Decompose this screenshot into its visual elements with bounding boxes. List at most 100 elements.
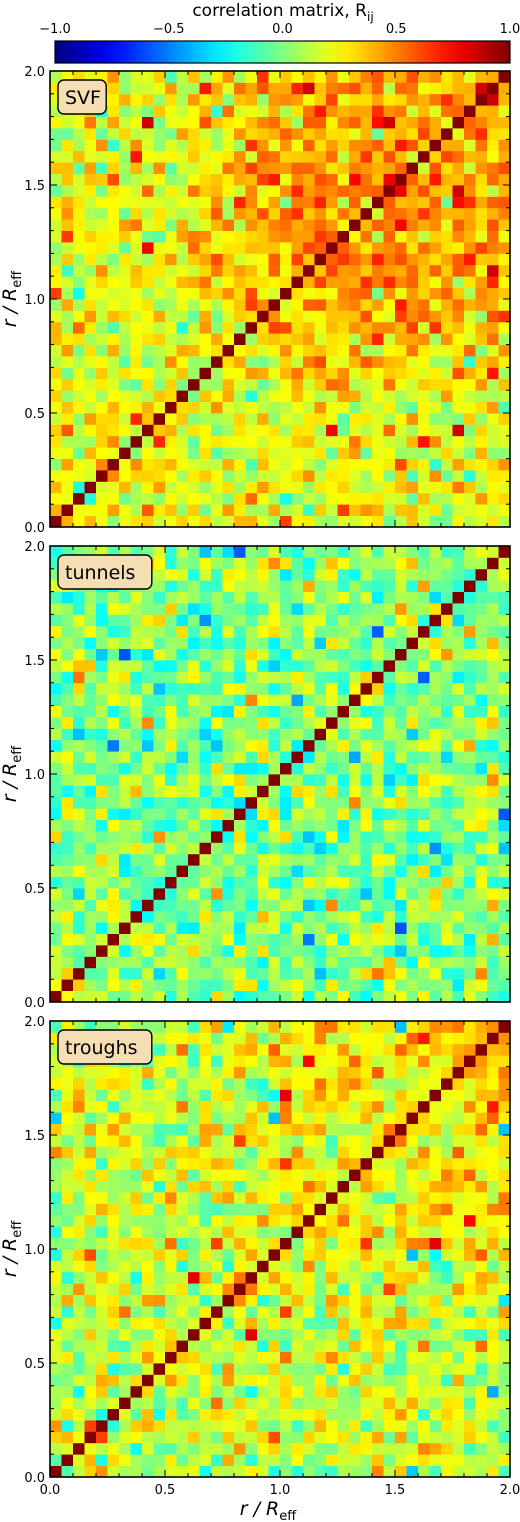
heatmap-cell [280, 831, 292, 843]
heatmap-cell [50, 492, 62, 505]
heatmap-cell [153, 504, 166, 516]
heatmap-cell [337, 1465, 350, 1478]
heatmap-cell [188, 580, 200, 592]
heatmap-cell [61, 196, 74, 209]
heatmap-cell [360, 1226, 373, 1238]
heatmap-cell [96, 967, 108, 980]
heatmap-cell [176, 1431, 189, 1444]
heatmap-cell [165, 637, 177, 649]
heatmap-cell [222, 728, 235, 741]
heatmap-cell [280, 762, 292, 775]
heatmap-cell [280, 401, 292, 414]
heatmap-cell [360, 344, 373, 357]
heatmap-cell [395, 796, 407, 809]
heatmap-cell [418, 967, 430, 980]
heatmap-cell [337, 333, 350, 345]
heatmap-cell [441, 185, 453, 197]
heatmap-cell [165, 150, 177, 163]
heatmap-cell [441, 264, 453, 277]
heatmap-cell [107, 1135, 120, 1147]
heatmap-cell [142, 435, 154, 448]
heatmap-cell [280, 378, 292, 391]
heatmap-cell [360, 967, 373, 980]
heatmap-cell [395, 71, 407, 83]
heatmap-cell [326, 979, 338, 991]
heatmap-cell [153, 614, 166, 627]
heatmap-cell [107, 694, 120, 706]
heatmap-cell [498, 1249, 511, 1261]
heatmap-cell [360, 694, 373, 706]
heatmap-cell [107, 481, 120, 494]
heatmap-cell [326, 774, 338, 786]
heatmap-cell [303, 1374, 315, 1387]
heatmap-cell [452, 401, 465, 414]
heatmap-cell [383, 264, 396, 277]
heatmap-cell [165, 105, 177, 117]
heatmap-cell [498, 185, 511, 197]
heatmap-cell [349, 1431, 361, 1444]
heatmap-cell [96, 1294, 108, 1307]
heatmap-cell [222, 1328, 235, 1341]
heatmap-cell [360, 1317, 373, 1330]
heatmap-cell [360, 1385, 373, 1398]
heatmap-cell [234, 1351, 246, 1364]
heatmap-cell [153, 481, 166, 494]
heatmap-cell [280, 1328, 292, 1341]
heatmap-cell [142, 1271, 154, 1284]
heatmap-cell [291, 1135, 304, 1147]
heatmap-cell [107, 447, 120, 459]
heatmap-cell [211, 1294, 223, 1307]
heatmap-cell [119, 660, 131, 672]
heatmap-cell [337, 230, 350, 243]
heatmap-cell [314, 671, 327, 684]
heatmap-cell [199, 967, 212, 980]
heatmap-cell [153, 150, 166, 163]
heatmap-cell [326, 1397, 338, 1409]
heatmap-cell [245, 1408, 258, 1421]
heatmap-cell [211, 447, 223, 459]
heatmap-cell [73, 1385, 85, 1398]
heatmap-cell [326, 470, 338, 482]
heatmap-cell [84, 1363, 97, 1375]
heatmap-cell [372, 276, 384, 288]
heatmap-cell [383, 853, 396, 866]
heatmap-cell [429, 1397, 442, 1409]
heatmap-cell [464, 1374, 476, 1387]
heatmap-cell [234, 481, 246, 494]
heatmap-cell [130, 682, 143, 695]
heatmap-cell [130, 435, 143, 448]
heatmap-cell [349, 1408, 361, 1421]
heatmap-cell [326, 546, 338, 558]
heatmap-cell [188, 1283, 200, 1295]
heatmap-cell [395, 1146, 407, 1159]
heatmap-cell [498, 899, 511, 912]
heatmap-cell [452, 1021, 465, 1033]
heatmap-cell [441, 625, 453, 638]
heatmap-cell [130, 1385, 143, 1398]
heatmap-cell [61, 785, 74, 798]
heatmap-cell [464, 853, 476, 866]
heatmap-cell [211, 344, 223, 357]
heatmap-cell [222, 1283, 235, 1295]
heatmap-cell [199, 660, 212, 672]
heatmap-cell [188, 876, 200, 889]
heatmap-cell [119, 378, 131, 391]
heatmap-cell [257, 1066, 269, 1079]
heatmap-cell [406, 751, 419, 763]
heatmap-cell [211, 910, 223, 923]
heatmap-cell [487, 888, 499, 900]
heatmap-cell [222, 1100, 235, 1113]
heatmap-cell [303, 139, 315, 152]
heatmap-cell [280, 424, 292, 437]
heatmap-cell [487, 207, 499, 220]
heatmap-cell [84, 1397, 97, 1409]
heatmap-cell [360, 253, 373, 266]
heatmap-cell [360, 515, 373, 528]
heatmap-cell [280, 470, 292, 482]
heatmap-cell [245, 105, 258, 117]
heatmap-cell [291, 1226, 304, 1238]
heatmap-cell [291, 568, 304, 581]
heatmap-cell [199, 299, 212, 311]
heatmap-cell [337, 321, 350, 334]
heatmap-cell [487, 831, 499, 843]
